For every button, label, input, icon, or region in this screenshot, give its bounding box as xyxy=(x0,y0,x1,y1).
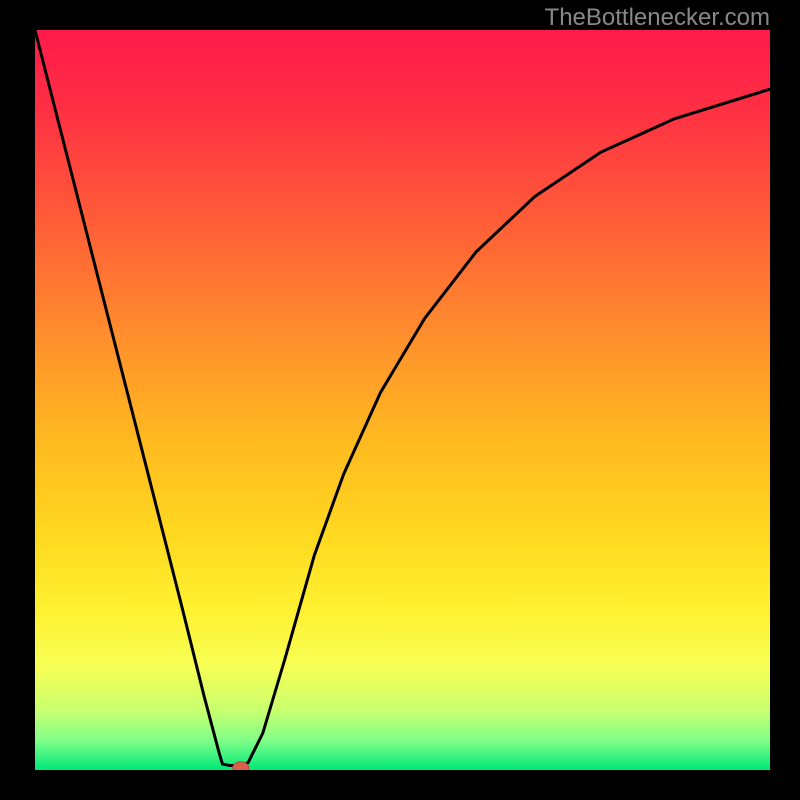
watermark-text: TheBottlenecker.com xyxy=(545,4,770,32)
minimum-marker xyxy=(233,762,249,770)
curve-layer xyxy=(35,30,770,770)
plot-area xyxy=(35,30,770,770)
chart-container: TheBottlenecker.com xyxy=(0,0,800,800)
bottleneck-curve xyxy=(35,30,770,766)
